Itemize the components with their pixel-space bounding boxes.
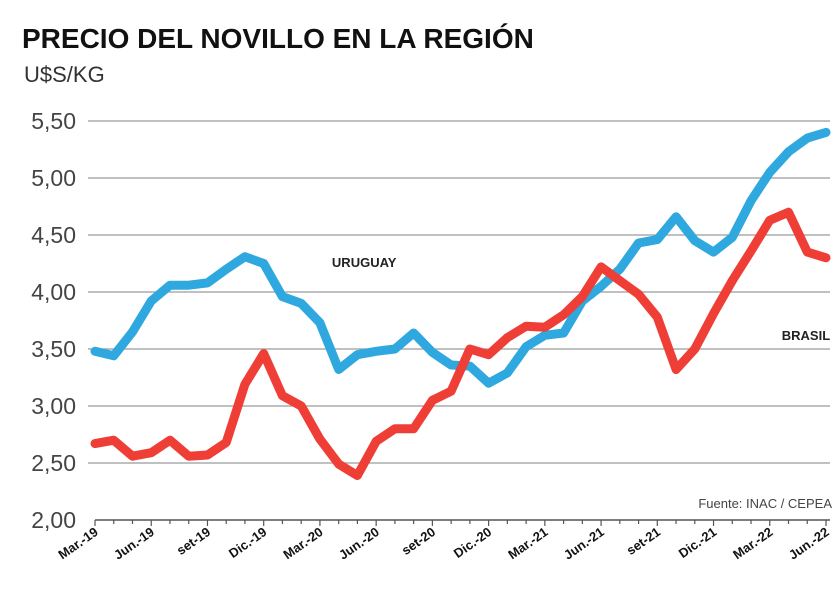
x-axis: Mar.-19 Jun.-19 set-19 Dic.-19 Mar.-20 Jun.-2… <box>55 519 832 563</box>
y-tick-label: 2,00 <box>31 507 76 533</box>
unit-label: U$S/KG <box>24 62 105 87</box>
series-label-brasil: BRASIL <box>782 328 830 343</box>
y-tick-label: 3,50 <box>31 336 76 362</box>
x-tick-label: Jun.-20 <box>336 524 382 562</box>
y-tick-label: 2,50 <box>31 450 76 476</box>
grid-lines <box>88 120 830 464</box>
x-tick-label: Jun.-21 <box>561 524 607 562</box>
x-tick-label: Mar.-20 <box>280 524 325 562</box>
x-tick-label: Mar.-21 <box>505 524 550 562</box>
x-tick-label: Jun.-19 <box>111 524 157 562</box>
y-tick-label: 4,50 <box>31 222 76 248</box>
x-tick-label: Jun.-22 <box>786 524 832 562</box>
series-lines <box>90 127 831 480</box>
x-tick-label: set-19 <box>174 524 213 558</box>
x-tick-label: set-20 <box>399 524 438 558</box>
y-tick-label: 5,00 <box>31 165 76 191</box>
source-note: Fuente: INAC / CEPEA <box>698 496 832 511</box>
x-tick-label: Mar.-22 <box>730 524 775 562</box>
x-tick-label: set-21 <box>624 524 663 558</box>
series-line-uruguay <box>90 127 831 388</box>
series-label-uruguay: URUGUAY <box>332 255 397 270</box>
y-axis-ticks: 2,00 2,50 3,00 3,50 4,00 4,50 5,00 5,50 <box>31 108 76 533</box>
y-tick-label: 5,50 <box>31 108 76 134</box>
chart-title: PRECIO DEL NOVILLO EN LA REGIÓN <box>22 23 534 54</box>
x-tick-label: Dic.-19 <box>226 524 270 561</box>
series-labels: URUGUAY BRASIL <box>332 255 830 343</box>
x-tick-label: Dic.-20 <box>451 524 495 561</box>
y-tick-label: 4,00 <box>31 279 76 305</box>
series-line-brasil <box>90 207 831 480</box>
x-tick-label: Dic.-21 <box>676 524 720 561</box>
y-tick-label: 3,00 <box>31 393 76 419</box>
